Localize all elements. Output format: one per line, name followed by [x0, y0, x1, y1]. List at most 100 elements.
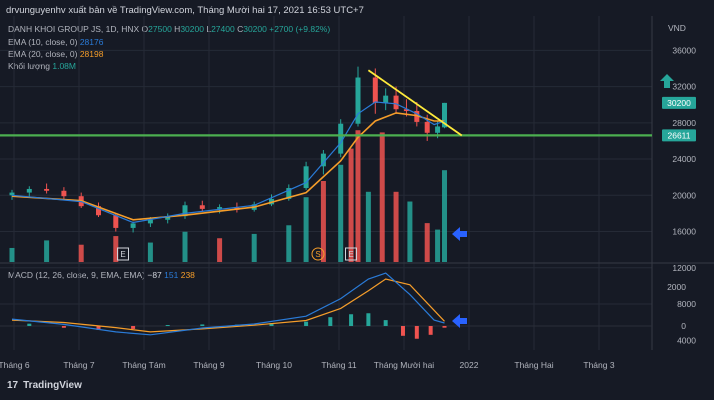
- time-axis[interactable]: Tháng 6 Tháng 7 Tháng Tám Tháng 9 Tháng 10 Th…: [0, 360, 615, 370]
- legend-ema20-label: EMA (20, close, 0): [8, 49, 78, 59]
- candle: [435, 126, 441, 133]
- time-tick: Tháng 3: [583, 360, 614, 370]
- price-tick: 8000: [677, 299, 696, 309]
- legend-low: 27400: [211, 24, 235, 34]
- candle: [96, 206, 101, 216]
- macd-hist-bar: [61, 326, 66, 328]
- support-badge: 26611: [667, 130, 690, 140]
- time-tick: 2022: [460, 360, 479, 370]
- event-marker-earnings-frame: [117, 247, 129, 261]
- ema20-line: [11, 112, 445, 221]
- publisher-line: drvunguyenhv xuất bản về TradingView.com…: [6, 5, 364, 16]
- legend-ema20-value: 28198: [79, 49, 104, 59]
- candle: [113, 215, 119, 228]
- volume-bar: [424, 223, 430, 262]
- legend-volume-value: 1.08M: [52, 61, 76, 71]
- price-tick: 12000: [672, 263, 696, 273]
- macd-hist-bar: [96, 326, 101, 330]
- volume-bar: [251, 233, 257, 262]
- macd-hist-bar: [27, 323, 32, 326]
- legend-ema20: EMA (20, close, 0) 28198: [8, 49, 103, 59]
- volume-bar: [442, 170, 447, 262]
- macd-hist-bar: [414, 326, 419, 339]
- time-tick: Tháng Hai: [514, 360, 553, 370]
- grid: [0, 16, 714, 350]
- brand-name: TradingView: [23, 380, 82, 391]
- candle: [182, 205, 188, 217]
- volume-bar: [44, 240, 50, 262]
- price-tick: 28000: [672, 118, 696, 128]
- macd-hist-bar: [400, 326, 405, 336]
- candle: [217, 207, 223, 209]
- volume-bar: [113, 236, 119, 262]
- volume-bar: [348, 148, 354, 262]
- candles: [9, 66, 447, 233]
- volume-bar: [379, 132, 385, 262]
- macd-hist-bar: [349, 314, 354, 326]
- time-tick: Tháng 10: [256, 360, 292, 370]
- candle: [26, 188, 32, 193]
- time-tick: Tháng 6: [0, 360, 30, 370]
- arrow-left-icon: [452, 314, 467, 328]
- candle: [414, 111, 420, 122]
- macd-hist-bar: [442, 326, 447, 328]
- volume-bar: [303, 197, 309, 262]
- volume-bars: [9, 130, 447, 262]
- candle: [61, 190, 67, 197]
- volume-bar: [338, 164, 344, 262]
- volume-bar: [355, 130, 361, 262]
- volume-bar: [286, 225, 292, 262]
- legend-ema10: EMA (10, close, 0) 28176: [8, 37, 103, 47]
- candle: [320, 153, 326, 167]
- candle: [303, 166, 309, 189]
- price-tick: 4000: [677, 335, 696, 345]
- indicator-lines: [0, 69, 652, 224]
- time-tick: Tháng Tám: [122, 360, 165, 370]
- price-tick: 16000: [672, 227, 696, 237]
- volume-bar: [147, 242, 153, 262]
- volume-bar: [365, 191, 371, 262]
- time-tick: Tháng 9: [193, 360, 224, 370]
- price-axis[interactable]: VND4000800012000160002000024000280003200…: [660, 23, 696, 345]
- candle: [372, 77, 378, 103]
- arrow-left-icon: [452, 227, 467, 241]
- macd-hist-bar: [165, 325, 170, 327]
- volume-bar: [393, 191, 399, 262]
- candle: [393, 95, 399, 110]
- tradingview-logo[interactable]: 17 TradingView: [7, 380, 82, 391]
- price-tick: 24000: [672, 154, 696, 164]
- event-marker-earnings-frame: [345, 247, 357, 261]
- macd-hist-bar: [328, 317, 333, 326]
- event-marker-earnings: E: [348, 250, 353, 259]
- time-tick: Tháng Mười hai: [374, 360, 435, 370]
- candle: [165, 216, 171, 220]
- candle: [147, 219, 153, 224]
- candle: [130, 223, 136, 228]
- legend-symbol: DANH KHOI GROUP JS, 1D, HNX: [8, 24, 140, 34]
- macd-hist-bar: [200, 324, 205, 326]
- volume-bar: [217, 238, 223, 262]
- candle: [44, 188, 50, 191]
- trendline: [367, 69, 463, 137]
- macd-hist-bar: [304, 321, 309, 326]
- macd-hist-bar: [366, 313, 371, 326]
- event-marker-split-frame: [311, 247, 325, 261]
- candle: [424, 121, 430, 133]
- legend-volume: Khối lượng 1.08M: [8, 61, 76, 71]
- macd-hist-bar: [428, 326, 433, 335]
- candle: [442, 102, 447, 128]
- legend-ema10-label: EMA (10, close, 0): [8, 37, 78, 47]
- macd-tick: 2000: [667, 282, 686, 292]
- legend-macd-line: 151: [164, 270, 179, 280]
- last-price-badge-bg: [662, 96, 696, 109]
- legend-macd-label: MACD (12, 26, close, 9, EMA, EMA): [8, 270, 145, 280]
- event-marker-split: S: [315, 250, 320, 259]
- volume-bar: [407, 201, 413, 262]
- price-tick: 20000: [672, 190, 696, 200]
- legend-macd-hist: −87: [147, 270, 162, 280]
- volume-bar: [435, 229, 441, 262]
- legend-macd-signal: 238: [180, 270, 195, 280]
- macd-hist-bar: [131, 326, 136, 329]
- volume-bar: [182, 231, 188, 262]
